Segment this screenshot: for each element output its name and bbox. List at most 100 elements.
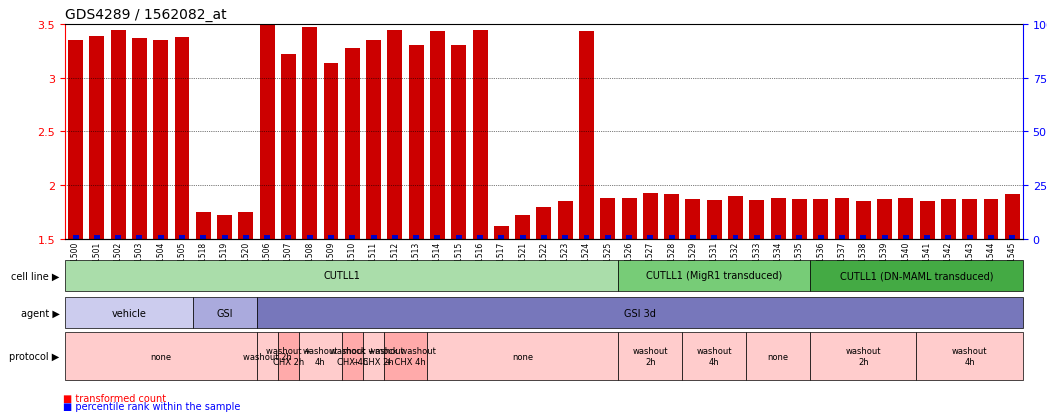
Bar [1009,235,1016,240]
Bar [153,41,169,240]
Text: none: none [512,352,533,361]
Bar [536,207,552,240]
Bar [307,235,313,240]
Bar [451,46,466,240]
Text: GDS4289 / 1562082_at: GDS4289 / 1562082_at [65,8,226,22]
Bar [988,235,994,240]
Bar [111,31,126,240]
Text: CUTLL1 (DN-MAML transduced): CUTLL1 (DN-MAML transduced) [840,271,994,281]
Bar [690,235,696,240]
Bar [387,31,402,240]
Bar [839,235,845,240]
Bar [771,199,785,240]
Bar [408,46,424,240]
Text: ■ percentile rank within the sample: ■ percentile rank within the sample [63,401,240,411]
Text: protocol ▶: protocol ▶ [9,351,60,361]
Bar [643,193,658,240]
Bar [472,31,488,240]
Bar [435,235,441,240]
Bar [494,227,509,240]
Text: mock washout
+ CHX 2h: mock washout + CHX 2h [343,347,404,366]
Bar [754,235,760,240]
Bar [303,28,317,240]
Bar [919,202,935,240]
Bar [115,235,121,240]
Bar [600,199,616,240]
Bar [175,38,190,240]
Bar [158,235,163,240]
Bar [579,32,594,240]
Text: washout
2h: washout 2h [846,347,881,366]
Text: cell line ▶: cell line ▶ [12,271,60,281]
Bar [558,202,573,240]
Bar [686,200,700,240]
Bar [818,235,824,240]
Bar [707,201,721,240]
Bar [89,37,105,240]
Bar [392,235,398,240]
Bar [626,235,632,240]
Text: vehicle: vehicle [111,308,147,318]
Bar [792,200,807,240]
Text: none: none [150,352,172,361]
Text: CUTLL1: CUTLL1 [324,271,360,281]
Bar [324,64,338,240]
Bar [94,235,99,240]
Bar [941,200,956,240]
Bar [350,235,355,240]
Bar [477,235,483,240]
Bar [669,235,674,240]
Text: ■ transformed count: ■ transformed count [63,393,165,403]
Bar [877,200,892,240]
Bar [882,235,888,240]
Text: mock washout
+ CHX 4h: mock washout + CHX 4h [375,347,436,366]
Bar [925,235,930,240]
Text: CUTLL1 (MigR1 transduced): CUTLL1 (MigR1 transduced) [646,271,782,281]
Bar [455,235,462,240]
Bar [855,202,871,240]
Bar [903,235,909,240]
Bar [750,201,764,240]
Bar [366,41,381,240]
Bar [775,235,781,240]
Bar [945,235,952,240]
Bar [562,235,569,240]
Bar [179,235,185,240]
Bar [583,235,589,240]
Text: none: none [767,352,788,361]
Bar [217,216,232,240]
Bar [962,200,977,240]
Bar [647,235,653,240]
Bar [861,235,866,240]
Bar [68,41,83,240]
Bar [733,235,738,240]
Bar [983,200,999,240]
Bar [711,235,717,240]
Bar [728,197,743,240]
Bar [898,199,913,240]
Text: washout 2h: washout 2h [243,352,291,361]
Bar [414,235,419,240]
Text: washout
4h: washout 4h [696,347,732,366]
Bar [371,235,377,240]
Bar [72,235,79,240]
Text: agent ▶: agent ▶ [21,308,60,318]
Text: washout +
CHX 2h: washout + CHX 2h [266,347,311,366]
Bar [515,216,530,240]
Bar [797,235,802,240]
Bar [136,235,142,240]
Bar [664,195,680,240]
Text: washout +
CHX 4h: washout + CHX 4h [330,347,375,366]
Bar [196,213,210,240]
Text: washout
4h: washout 4h [303,347,338,366]
Text: GSI: GSI [217,308,232,318]
Bar [328,235,334,240]
Bar [605,235,610,240]
Bar [344,48,360,240]
Bar [834,199,849,240]
Bar [966,235,973,240]
Bar [814,200,828,240]
Bar [132,39,147,240]
Bar [264,235,270,240]
Text: GSI 3d: GSI 3d [624,308,655,318]
